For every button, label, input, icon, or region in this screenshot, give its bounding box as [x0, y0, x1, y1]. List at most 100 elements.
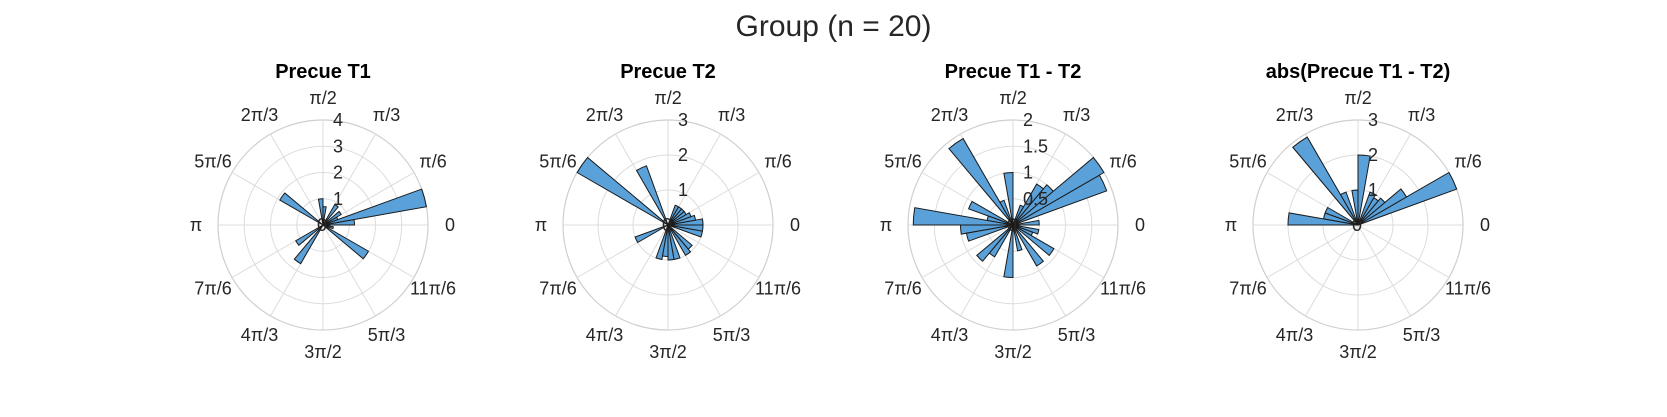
figure-title: Group (n = 20) [735, 10, 932, 43]
histogram-bar [667, 224, 692, 256]
histogram-bar [667, 224, 681, 261]
theta-tick-label: 11π/6 [755, 279, 801, 299]
theta-tick-label: 3π/2 [994, 342, 1031, 362]
histogram-bar [1012, 224, 1055, 257]
theta-tick-label: π/6 [1454, 152, 1481, 172]
r-tick-label: 3 [678, 110, 688, 130]
histogram-bar [965, 224, 1014, 242]
theta-tick-label: 0 [1135, 215, 1145, 235]
histogram-bar [1012, 184, 1054, 226]
r-tick-label: 2 [678, 145, 688, 165]
theta-tick-label: 4π/3 [241, 325, 278, 345]
theta-tick-label: π/2 [309, 88, 336, 108]
r-origin-label: 0 [1352, 215, 1362, 235]
histogram-bar [988, 224, 1014, 258]
r-tick-label: 2 [1023, 110, 1033, 130]
r-origin-label: 0 [1007, 215, 1017, 235]
histogram-bar [322, 203, 339, 226]
r-tick-label: 3 [333, 136, 343, 156]
theta-tick-label: 7π/6 [539, 279, 576, 299]
histogram-bar [1012, 224, 1040, 235]
histogram-bar [322, 224, 370, 260]
histogram-bar [1287, 212, 1359, 226]
histogram-bar [1012, 224, 1045, 267]
histogram-bar [1357, 197, 1386, 226]
theta-tick-label: π/3 [1408, 105, 1435, 125]
histogram-bar [1292, 136, 1359, 226]
grid-spoke [1357, 224, 1450, 278]
theta-tick-label: 11π/6 [1100, 279, 1146, 299]
theta-tick-label: 5π/3 [1058, 325, 1095, 345]
histogram-bar [667, 224, 704, 232]
theta-tick-label: 7π/6 [884, 279, 921, 299]
histogram-bar [635, 165, 669, 226]
theta-tick-label: π/2 [1344, 88, 1371, 108]
histogram-bar [322, 210, 342, 226]
theta-tick-label: 2π/3 [241, 105, 278, 125]
histogram-bar [1357, 191, 1377, 226]
polar-plot-4: abs(Precue T1 - T2) 1 2 3 0 0 π/6 π/3 π/2 2π/3 5π/… [1225, 61, 1491, 362]
theta-tick-label: 5π/6 [884, 152, 921, 172]
polar-plot-1: Precue T1 1 2 3 4 0 0 π/6 π/3 π/2 2π/3 5π/6 π 7π/6 4π/… [190, 61, 456, 362]
theta-tick-label: 5π/3 [368, 325, 405, 345]
histogram-bar [655, 224, 669, 261]
plot-title: Precue T1 [275, 61, 371, 83]
theta-tick-label: π [880, 215, 892, 235]
histogram-bar [322, 188, 427, 226]
histogram-bar [1357, 188, 1408, 226]
grid-spoke [270, 133, 324, 226]
r-tick-label: 1.5 [1023, 136, 1048, 156]
theta-tick-label: π/2 [654, 88, 681, 108]
r-tick-label: 3 [1368, 110, 1378, 130]
grid-spoke [1357, 224, 1411, 317]
plot-title: Precue T2 [620, 61, 716, 83]
histogram-bar [634, 224, 669, 244]
theta-tick-label: 5π/6 [194, 152, 231, 172]
theta-tick-label: 7π/6 [194, 279, 231, 299]
theta-tick-label: 0 [1480, 215, 1490, 235]
theta-tick-label: π/2 [999, 88, 1026, 108]
plot-title: abs(Precue T1 - T2) [1266, 61, 1451, 83]
theta-tick-label: 11π/6 [410, 279, 456, 299]
grid-spoke [322, 224, 376, 317]
grid-spoke [1266, 224, 1359, 278]
histogram-bar [976, 224, 1014, 262]
histogram-bar [912, 207, 1014, 226]
theta-tick-label: π/3 [373, 105, 400, 125]
histogram-bar [1357, 154, 1371, 226]
polar-plot-2: Precue T2 1 2 3 0 0 π/6 π/3 π/2 2π/3 5π/6 π 7π/6 4π/3… [535, 61, 801, 362]
histogram-bar [1012, 183, 1045, 226]
histogram-bar [1351, 189, 1359, 226]
theta-tick-label: 2π/3 [1276, 105, 1313, 125]
histogram-bar [967, 200, 1014, 226]
theta-tick-label: 0 [445, 215, 455, 235]
histogram-bar [948, 137, 1014, 226]
theta-tick-label: 4π/3 [1276, 325, 1313, 345]
theta-tick-label: 5π/3 [713, 325, 750, 345]
theta-tick-label: 5π/6 [1229, 152, 1266, 172]
histogram-bar [1357, 171, 1458, 226]
histogram-bar [322, 224, 334, 230]
r-tick-label: 1 [333, 189, 343, 209]
theta-tick-label: 3π/2 [649, 342, 686, 362]
theta-tick-label: 2π/3 [586, 105, 623, 125]
r-tick-label: 4 [333, 110, 343, 130]
grid-spoke [1305, 224, 1359, 317]
r-tick-label: 0.5 [1023, 189, 1048, 209]
histogram-bar [667, 224, 693, 250]
theta-tick-label: π/6 [419, 152, 446, 172]
theta-tick-label: π [535, 215, 547, 235]
histogram-bar [1003, 171, 1014, 226]
histogram-bar [293, 224, 324, 265]
theta-tick-label: 0 [790, 215, 800, 235]
theta-tick-label: 5π/6 [539, 152, 576, 172]
theta-tick-label: π/3 [718, 105, 745, 125]
theta-tick-label: 2π/3 [931, 105, 968, 125]
theta-tick-label: π/6 [1109, 152, 1136, 172]
grid-spoke [667, 224, 760, 278]
grid-spoke [921, 224, 1014, 278]
theta-tick-label: 11π/6 [1445, 279, 1491, 299]
r-tick-label: 1 [678, 180, 688, 200]
histogram-bar [1003, 224, 1014, 279]
